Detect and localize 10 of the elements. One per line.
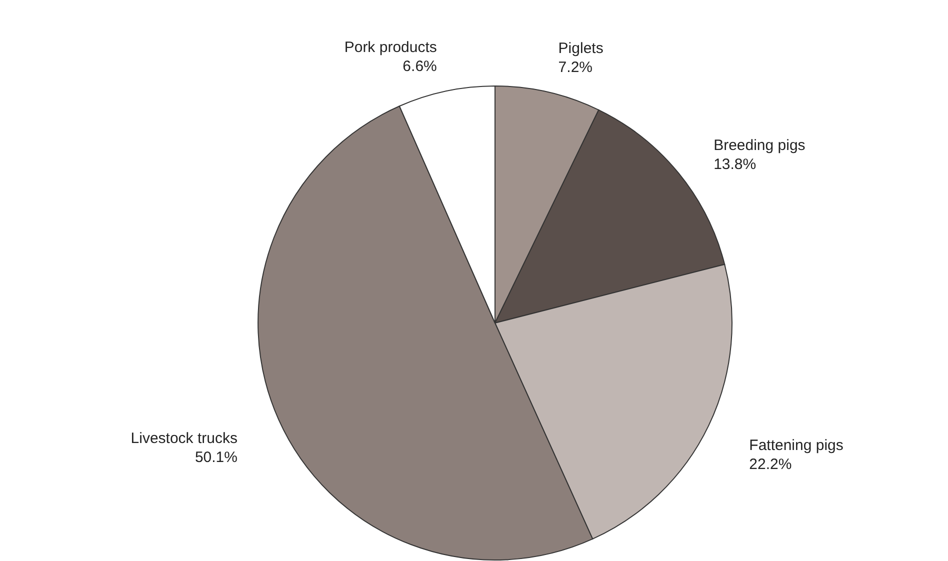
slice-label: Piglets [558,40,604,58]
data-label: 6.6% [402,58,437,76]
data-label: 22.2% [749,456,792,474]
data-label: 13.8% [714,156,756,173]
data-label: 50.1% [194,448,238,466]
slice-label: Pork products [344,39,437,56]
slice-label: Breeding pigs [714,136,806,154]
slice-label: Fattening pigs [749,437,844,454]
slice-label: Livestock trucks [130,430,238,447]
data-label: 7.2% [558,59,593,76]
